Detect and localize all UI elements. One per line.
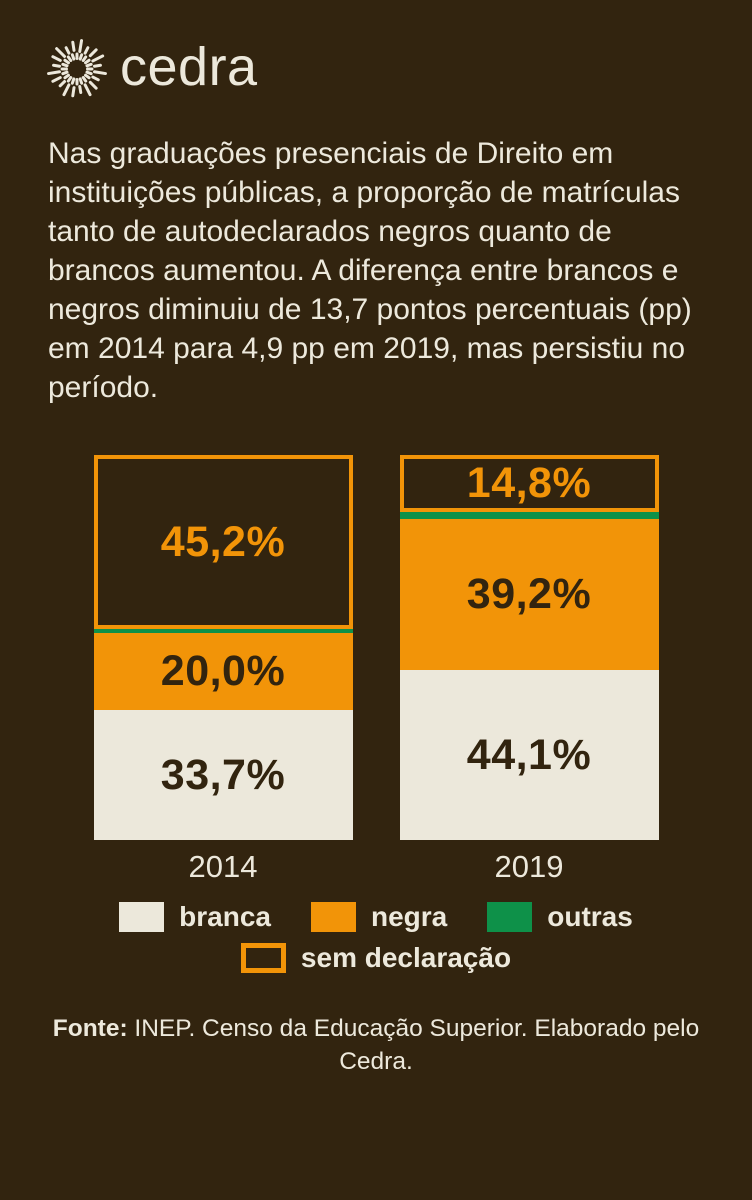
stacked-bar-2019: 14,8% 39,2% 44,1% — [399, 455, 659, 840]
segment-value-label: 14,8% — [466, 458, 592, 507]
segment-value-label: 33,7% — [160, 750, 286, 799]
legend-label-negra: negra — [371, 901, 448, 932]
legend-swatch-branca — [119, 902, 165, 932]
segment-value-label: 39,2% — [466, 570, 592, 619]
category-label-2019: 2019 — [494, 849, 564, 884]
legend-label-sem-declaracao: sem declaração — [300, 942, 512, 973]
legend-row-1: branca negra outras — [119, 902, 633, 932]
legend-item-sem-declaracao: sem declaração — [240, 942, 512, 973]
sunburst-icon — [46, 38, 108, 100]
stacked-bar-chart: 45,2% 20,0% 33,7% 2014 14,8% — [0, 455, 752, 885]
legend-row-2: sem declaração — [240, 942, 512, 973]
bars-area: 45,2% 20,0% 33,7% 2014 14,8% — [0, 455, 752, 885]
source-label: Fonte: — [52, 1015, 128, 1042]
segment-value-label: 45,2% — [160, 517, 286, 566]
legend-label-outras: outras — [547, 901, 633, 932]
source-text: INEP. Censo da Educação Superior. Elabor… — [134, 1015, 700, 1076]
segment-outras-2014 — [93, 629, 353, 634]
segment-sem-declaracao-2014: 45,2% — [93, 455, 353, 630]
brand-logo: cedra — [46, 38, 258, 100]
bar-column-2014: 45,2% 20,0% 33,7% 2014 — [93, 455, 353, 885]
segment-value-label: 20,0% — [160, 647, 286, 696]
segment-branca-2014: 33,7% — [93, 710, 353, 840]
legend-item-negra: negra — [311, 902, 447, 932]
segment-outras-2019 — [399, 511, 659, 520]
segment-branca-2019: 44,1% — [399, 670, 659, 840]
segment-value-label: 44,1% — [466, 730, 592, 779]
stacked-bar-2014: 45,2% 20,0% 33,7% — [93, 455, 353, 840]
segment-sem-declaracao-2019: 14,8% — [399, 455, 659, 512]
chart-legend: branca negra outras sem declaração — [0, 902, 752, 973]
legend-item-outras: outras — [487, 902, 633, 932]
segment-negra-2019: 39,2% — [399, 519, 659, 671]
legend-label-branca: branca — [179, 901, 271, 932]
brand-wordmark: cedra — [120, 37, 258, 97]
bar-column-2019: 14,8% 39,2% 44,1% 2019 — [399, 455, 659, 885]
source-note: Fonte: INEP. Censo da Educação Superior.… — [52, 1012, 700, 1078]
legend-item-branca: branca — [119, 902, 271, 932]
category-label-2014: 2014 — [188, 849, 258, 884]
intro-paragraph: Nas graduações presenciais de Direito em… — [48, 137, 692, 404]
legend-swatch-sem-declaracao — [240, 943, 286, 973]
legend-swatch-negra — [311, 902, 356, 932]
legend-swatch-outras — [487, 902, 533, 932]
segment-negra-2014: 20,0% — [93, 633, 353, 711]
